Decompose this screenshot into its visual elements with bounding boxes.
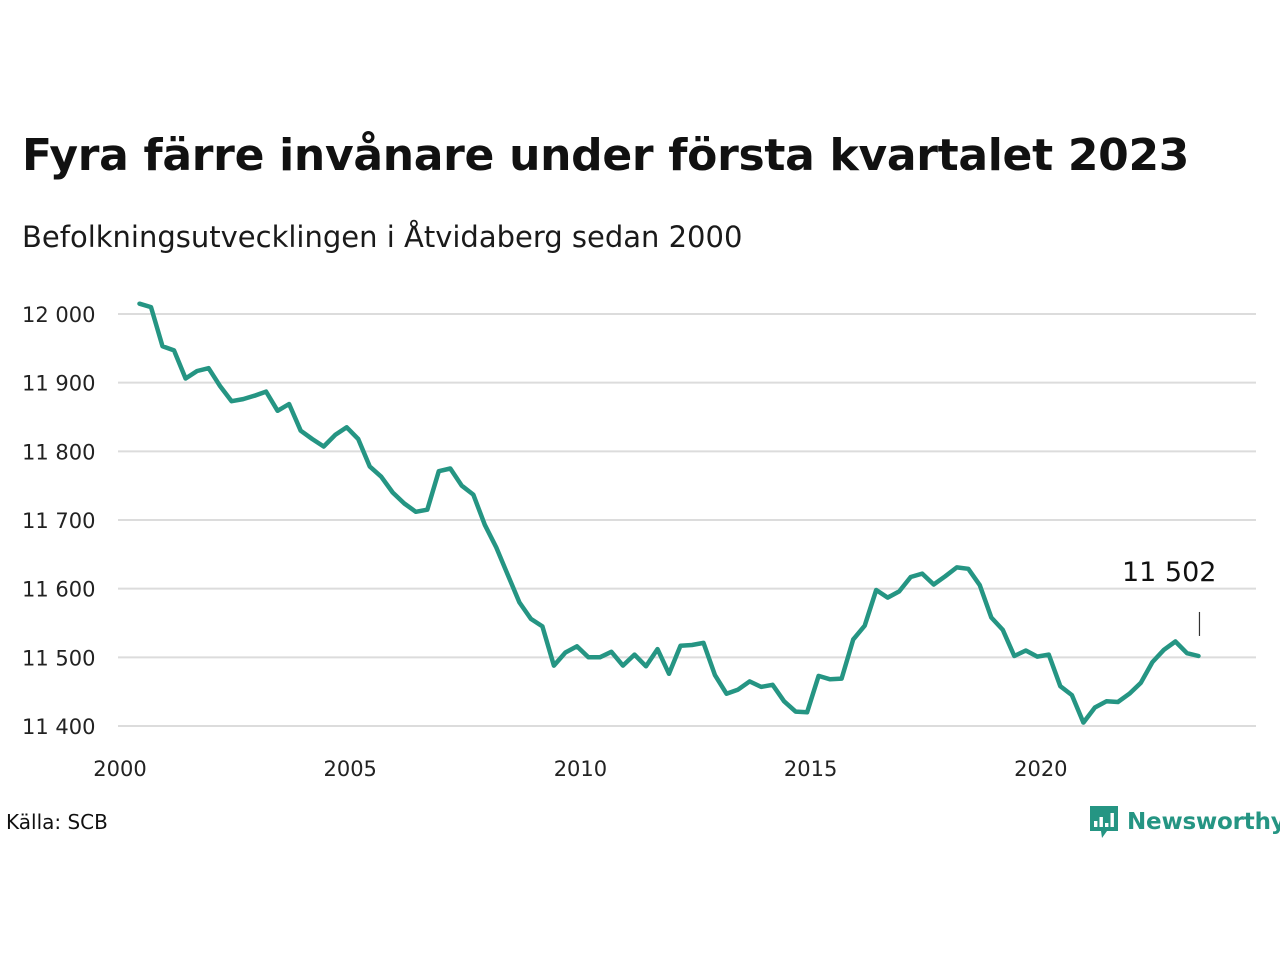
y-tick-label: 12 000 <box>22 303 95 327</box>
y-tick-label: 11 400 <box>22 715 95 739</box>
brand-logo: Newsworthy <box>1088 804 1280 840</box>
x-tick-label: 2010 <box>554 757 607 781</box>
y-tick-label: 11 900 <box>22 372 95 396</box>
x-axis-ticks: 2000 2005 2010 2015 2020 <box>93 757 1067 781</box>
gridlines <box>118 313 1256 727</box>
annotation-layer: 11 502 <box>1122 557 1216 636</box>
x-tick-label: 2020 <box>1014 757 1067 781</box>
chart-title: Fyra färre invånare under första kvartal… <box>22 130 1190 181</box>
annotation-label: 11 502 <box>1122 557 1216 588</box>
y-tick-label: 11 700 <box>22 509 95 533</box>
x-tick-label: 2015 <box>784 757 837 781</box>
chart-subtitle: Befolkningsutvecklingen i Åtvidaberg sed… <box>22 220 743 254</box>
series-layer <box>137 301 1201 725</box>
source-note: Källa: SCB <box>6 810 108 834</box>
y-tick-label: 11 600 <box>22 578 95 602</box>
x-tick-label: 2005 <box>323 757 376 781</box>
x-tick-label: 2000 <box>93 757 146 781</box>
y-tick-label: 11 500 <box>22 646 95 670</box>
newsworthy-logo-icon <box>1090 806 1118 838</box>
y-axis-ticks: 11 400 11 500 11 600 11 700 11 800 11 900 12 0… <box>22 303 95 739</box>
brand-name: Newsworthy <box>1127 809 1280 835</box>
y-tick-label: 11 800 <box>22 440 95 464</box>
series-line <box>137 301 1201 725</box>
